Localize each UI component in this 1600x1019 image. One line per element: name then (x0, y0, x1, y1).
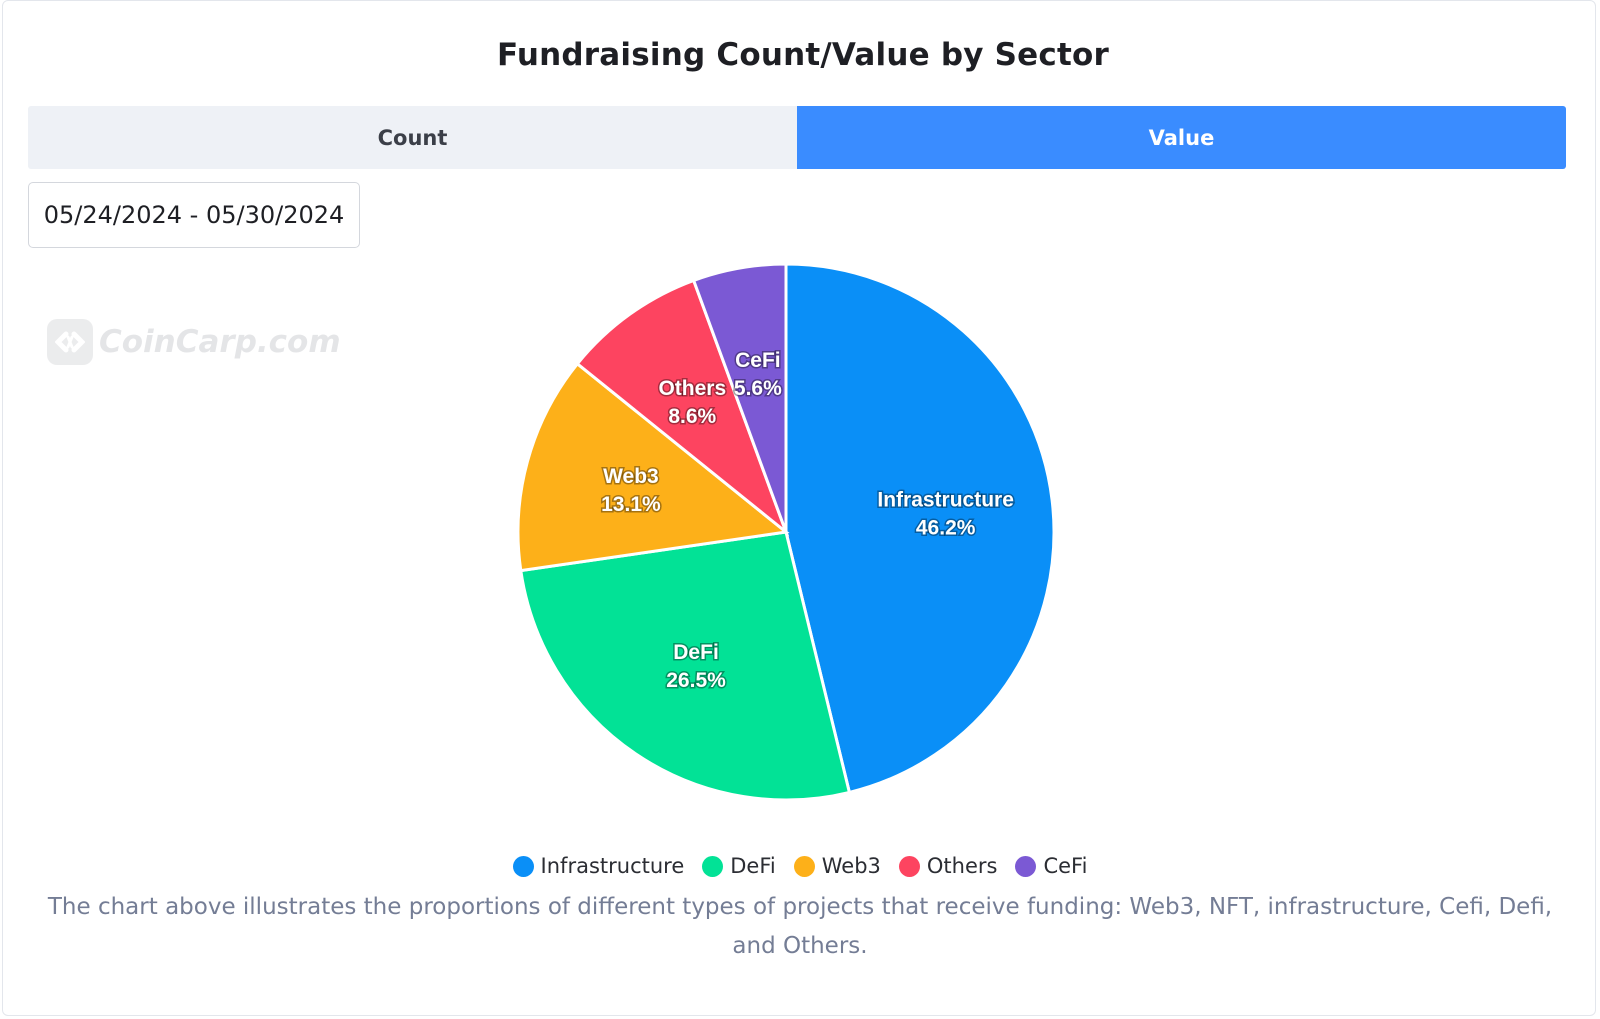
legend-dot-icon (702, 855, 724, 877)
legend-dot-icon (512, 855, 534, 877)
legend-item-infrastructure[interactable]: Infrastructure (512, 854, 685, 878)
legend-label: Others (926, 854, 998, 878)
pie-label-name-infrastructure: Infrastructure (877, 488, 1014, 511)
legend-dot-icon (1015, 855, 1037, 877)
legend-item-web3[interactable]: Web3 (793, 854, 881, 878)
legend-item-others[interactable]: Others (898, 854, 998, 878)
tab-value[interactable]: Value (797, 106, 1566, 169)
date-range-picker[interactable]: 05/24/2024 - 05/30/2024 (28, 182, 360, 248)
pie-label-name-others: Others (658, 377, 726, 400)
pie-label-value-defi: 26.5% (666, 669, 726, 692)
tab-count[interactable]: Count (28, 106, 797, 169)
legend-item-defi[interactable]: DeFi (702, 854, 776, 878)
pie-label-value-cefi: 5.6% (734, 377, 782, 400)
pie-label-value-others: 8.6% (668, 405, 716, 428)
coincarp-logo-icon (47, 319, 93, 365)
chart-caption: The chart above illustrates the proporti… (47, 894, 1553, 959)
legend-dot-icon (898, 855, 920, 877)
pie-label-name-defi: DeFi (673, 641, 719, 664)
pie-label-name-web3: Web3 (603, 465, 659, 488)
legend-label: DeFi (730, 854, 776, 878)
watermark-text: CoinCarp.com (99, 324, 341, 360)
metric-tabs: Count Value (28, 106, 1566, 169)
chart-title: Fundraising Count/Value by Sector (497, 37, 1109, 73)
pie-slice-others[interactable] (575, 278, 790, 537)
legend-label: Infrastructure (540, 854, 685, 878)
coincarp-watermark: CoinCarp.com (47, 319, 341, 365)
pie-label-name-cefi: CeFi (735, 349, 781, 372)
pie-slice-defi[interactable] (519, 530, 852, 802)
pie-label-value-infrastructure: 46.2% (916, 516, 976, 539)
legend-label: CeFi (1043, 854, 1088, 878)
pie-label-value-web3: 13.1% (601, 493, 661, 516)
legend-item-cefi[interactable]: CeFi (1015, 854, 1087, 878)
pie-slice-infrastructure[interactable] (784, 262, 1056, 795)
legend-dot-icon (793, 855, 815, 877)
pie-slice-web3[interactable] (516, 361, 790, 573)
pie-slice-cefi[interactable] (691, 262, 788, 533)
legend-label: Web3 (821, 854, 881, 878)
chart-legend: Infrastructure DeFi Web3 Others CeFi (0, 854, 1600, 878)
